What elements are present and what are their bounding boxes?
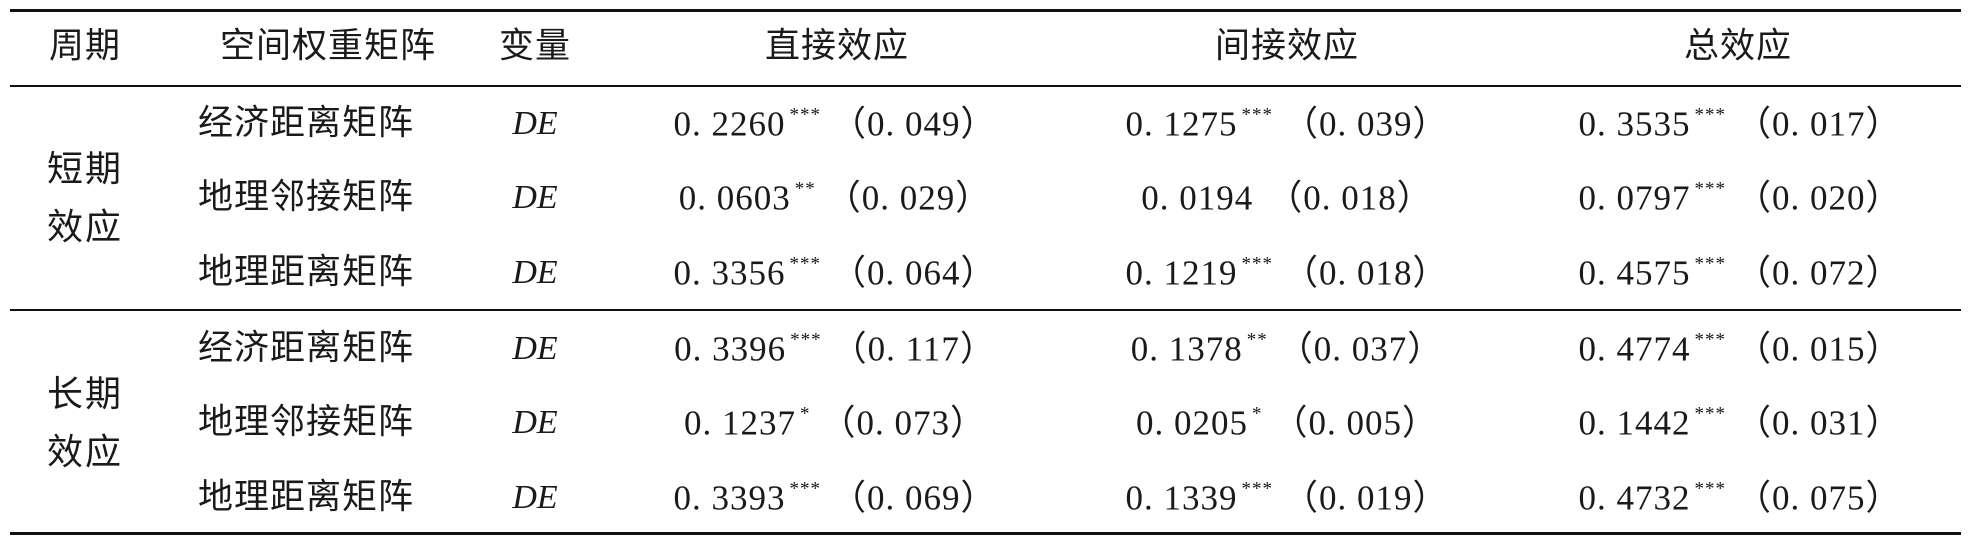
significance-stars: *** xyxy=(1694,329,1726,351)
total-effect-cell: 0. 4732 *** （0. 075） xyxy=(1578,480,1901,517)
standard-error: （0. 031） xyxy=(1735,403,1902,443)
significance-stars: *** xyxy=(1241,104,1273,126)
coefficient-value: 0. 1442 xyxy=(1578,403,1691,443)
variable-cell: DE xyxy=(512,254,558,291)
direct-effect-cell: 0. 2260 *** （0. 049） xyxy=(673,106,996,143)
standard-error: （0. 020） xyxy=(1735,178,1902,218)
significance-stars: *** xyxy=(1694,178,1726,200)
standard-error: （0. 037） xyxy=(1277,329,1444,369)
significance-stars: *** xyxy=(1241,253,1273,275)
indirect-effect-cell: 0. 0205 * （0. 005） xyxy=(1136,405,1438,442)
standard-error: （0. 018） xyxy=(1282,253,1449,293)
standard-error: （0. 073） xyxy=(820,403,987,443)
matrix-cell: 地理邻接矩阵 xyxy=(198,177,415,218)
coefficient-value: 0. 3396 xyxy=(674,329,787,369)
variable-cell: DE xyxy=(512,105,558,142)
total-effect-cell: 0. 1442 *** （0. 031） xyxy=(1578,405,1901,442)
coefficient-value: 0. 1219 xyxy=(1125,253,1238,293)
bottom-rule xyxy=(10,532,1961,535)
variable-cell: DE xyxy=(512,404,558,441)
coefficient-value: 0. 3535 xyxy=(1578,104,1691,144)
direct-effect-cell: 0. 3396 *** （0. 117） xyxy=(674,331,996,368)
indirect-effect-cell: 0. 1219 *** （0. 018） xyxy=(1125,255,1448,292)
significance-stars: *** xyxy=(789,253,821,275)
indirect-effect-cell: 0. 1339 *** （0. 019） xyxy=(1125,480,1448,517)
coefficient-value: 0. 4732 xyxy=(1578,478,1691,518)
significance-stars: * xyxy=(799,403,811,425)
indirect-effect-cell: 0. 1378 ** （0. 037） xyxy=(1131,331,1444,368)
significance-stars: *** xyxy=(1694,403,1726,425)
matrix-cell: 经济距离矩阵 xyxy=(198,103,415,144)
indirect-effect-cell: 0. 1275 *** （0. 039） xyxy=(1125,106,1448,143)
significance-stars: *** xyxy=(789,478,821,500)
total-effect-cell: 0. 4575 *** （0. 072） xyxy=(1578,255,1901,292)
significance-stars: *** xyxy=(1694,104,1726,126)
significance-stars: *** xyxy=(1241,478,1273,500)
standard-error: （0. 019） xyxy=(1282,478,1449,518)
matrix-cell: 地理距离矩阵 xyxy=(198,252,415,293)
standard-error: （0. 049） xyxy=(830,104,997,144)
significance-stars: ** xyxy=(1246,329,1268,351)
period-short-term: 短期效应 xyxy=(46,149,123,248)
standard-error: （0. 015） xyxy=(1735,329,1902,369)
matrix-cell: 地理邻接矩阵 xyxy=(198,402,415,443)
matrix-cell: 地理距离矩阵 xyxy=(198,477,415,518)
header-period: 周期 xyxy=(48,26,122,67)
direct-effect-cell: 0. 3393 *** （0. 069） xyxy=(673,480,996,517)
total-effect-cell: 0. 0797 *** （0. 020） xyxy=(1578,180,1901,217)
coefficient-value: 0. 1339 xyxy=(1125,478,1238,518)
header-total-effect: 总效应 xyxy=(1683,26,1793,67)
header-direct-effect: 直接效应 xyxy=(764,26,910,67)
header-rule xyxy=(10,85,1961,87)
coefficient-value: 0. 3356 xyxy=(673,253,786,293)
variable-cell: DE xyxy=(512,179,558,216)
indirect-effect-cell: 0. 0194 （0. 018） xyxy=(1141,180,1433,217)
standard-error: （0. 075） xyxy=(1735,478,1902,518)
direct-effect-cell: 0. 1237 * （0. 073） xyxy=(684,405,986,442)
coefficient-value: 0. 2260 xyxy=(673,104,786,144)
standard-error: （0. 005） xyxy=(1272,403,1439,443)
matrix-cell: 经济距离矩阵 xyxy=(198,328,415,369)
coefficient-value: 0. 1275 xyxy=(1125,104,1238,144)
standard-error: （0. 029） xyxy=(825,178,992,218)
group-divider-rule xyxy=(10,309,1961,311)
variable-cell: DE xyxy=(512,330,558,367)
standard-error: （0. 017） xyxy=(1735,104,1902,144)
coefficient-value: 0. 1237 xyxy=(683,403,796,443)
standard-error: （0. 018） xyxy=(1267,178,1433,218)
total-effect-cell: 0. 3535 *** （0. 017） xyxy=(1578,106,1901,143)
coefficient-value: 0. 4575 xyxy=(1578,253,1691,293)
period-long-term: 长期效应 xyxy=(46,374,123,473)
header-weight-matrix: 空间权重矩阵 xyxy=(219,26,437,67)
coefficient-value: 0. 0797 xyxy=(1578,178,1691,218)
direct-effect-cell: 0. 3356 *** （0. 064） xyxy=(673,255,996,292)
significance-stars: *** xyxy=(790,329,822,351)
standard-error: （0. 064） xyxy=(830,253,997,293)
coefficient-value: 0. 0603 xyxy=(678,178,791,218)
significance-stars: *** xyxy=(789,104,821,126)
significance-stars: ** xyxy=(794,178,816,200)
significance-stars: *** xyxy=(1694,253,1726,275)
significance-stars: * xyxy=(1251,403,1263,425)
standard-error: （0. 069） xyxy=(830,478,997,518)
header-variable: 变量 xyxy=(498,26,572,67)
direct-effect-cell: 0. 0603 ** （0. 029） xyxy=(679,180,992,217)
variable-cell: DE xyxy=(512,479,558,516)
coefficient-value: 0. 4774 xyxy=(1578,329,1691,369)
effects-table: 周期 空间权重矩阵 变量 直接效应 间接效应 总效应 短期效应 长期效应 经济距… xyxy=(10,0,1961,543)
standard-error: （0. 039） xyxy=(1282,104,1449,144)
standard-error: （0. 072） xyxy=(1735,253,1902,293)
header-indirect-effect: 间接效应 xyxy=(1214,26,1360,67)
top-rule xyxy=(10,9,1961,12)
total-effect-cell: 0. 4774 *** （0. 015） xyxy=(1578,331,1901,368)
coefficient-value: 0. 1378 xyxy=(1130,329,1243,369)
coefficient-value: 0. 0194 xyxy=(1141,178,1254,218)
coefficient-value: 0. 0205 xyxy=(1135,403,1248,443)
standard-error: （0. 117） xyxy=(831,329,996,369)
significance-stars: *** xyxy=(1694,478,1726,500)
coefficient-value: 0. 3393 xyxy=(673,478,786,518)
